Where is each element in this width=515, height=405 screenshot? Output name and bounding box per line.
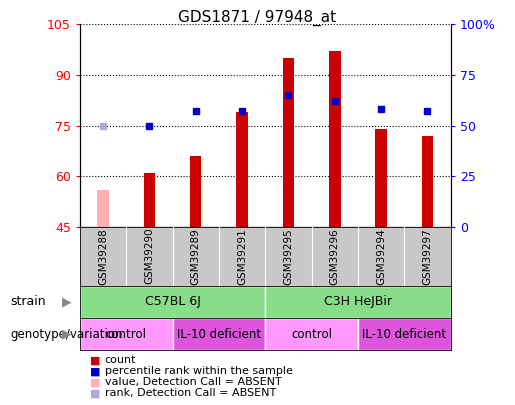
Text: ■: ■ (90, 377, 100, 387)
Bar (283, 58, 294, 227)
Bar (265, 318, 358, 350)
Bar (236, 112, 248, 227)
Text: rank, Detection Call = ABSENT: rank, Detection Call = ABSENT (105, 388, 276, 398)
Bar (97, 190, 109, 227)
Text: IL-10 deficient: IL-10 deficient (362, 328, 447, 341)
Text: GSM39290: GSM39290 (144, 228, 154, 284)
Bar (265, 286, 451, 318)
Text: strain: strain (10, 295, 46, 308)
Text: ▶: ▶ (62, 328, 72, 341)
Text: control: control (291, 328, 332, 341)
Text: ▶: ▶ (62, 295, 72, 308)
Text: GSM39291: GSM39291 (237, 228, 247, 285)
Text: control: control (106, 328, 147, 341)
Text: GSM39288: GSM39288 (98, 228, 108, 285)
Bar (422, 136, 433, 227)
Text: C3H HeJBir: C3H HeJBir (324, 295, 392, 308)
Text: GSM39289: GSM39289 (191, 228, 201, 285)
Text: value, Detection Call = ABSENT: value, Detection Call = ABSENT (105, 377, 281, 387)
Bar (190, 156, 201, 227)
Text: GSM39297: GSM39297 (422, 228, 433, 285)
Bar (329, 51, 340, 227)
Bar (80, 318, 173, 350)
Bar (173, 318, 265, 350)
Bar (144, 173, 155, 227)
Text: GSM39296: GSM39296 (330, 228, 340, 285)
Text: ■: ■ (90, 367, 100, 376)
Bar (375, 129, 387, 227)
Text: percentile rank within the sample: percentile rank within the sample (105, 367, 293, 376)
Text: C57BL 6J: C57BL 6J (145, 295, 200, 308)
Text: ■: ■ (90, 388, 100, 398)
Text: GDS1871 / 97948_at: GDS1871 / 97948_at (178, 10, 337, 26)
Text: count: count (105, 356, 136, 365)
Bar (358, 318, 451, 350)
Text: ■: ■ (90, 356, 100, 365)
Bar (80, 286, 265, 318)
Text: GSM39295: GSM39295 (283, 228, 294, 285)
Text: GSM39294: GSM39294 (376, 228, 386, 285)
Text: IL-10 deficient: IL-10 deficient (177, 328, 261, 341)
Text: genotype/variation: genotype/variation (10, 328, 123, 341)
